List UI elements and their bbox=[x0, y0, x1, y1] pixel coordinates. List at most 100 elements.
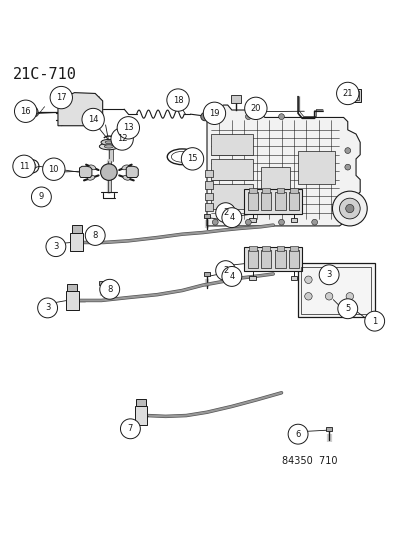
Bar bbox=[204, 181, 213, 189]
Bar bbox=[203, 272, 210, 277]
Text: 1: 1 bbox=[371, 317, 376, 326]
Text: 2: 2 bbox=[223, 266, 228, 275]
Circle shape bbox=[339, 198, 359, 219]
Bar bbox=[297, 151, 335, 184]
Bar bbox=[248, 188, 256, 193]
Text: 19: 19 bbox=[209, 109, 219, 118]
Text: 11: 11 bbox=[19, 162, 29, 171]
Bar bbox=[290, 246, 297, 251]
Bar bbox=[297, 263, 374, 317]
Text: 3: 3 bbox=[53, 242, 58, 251]
Circle shape bbox=[212, 219, 218, 225]
Bar bbox=[247, 192, 257, 210]
Text: 20: 20 bbox=[250, 104, 261, 113]
Bar bbox=[70, 232, 83, 251]
Bar bbox=[290, 188, 297, 193]
Bar bbox=[204, 193, 213, 200]
Bar bbox=[353, 91, 358, 100]
Bar bbox=[260, 167, 289, 208]
Text: 15: 15 bbox=[187, 155, 197, 163]
Circle shape bbox=[100, 164, 117, 180]
Circle shape bbox=[215, 261, 235, 280]
Circle shape bbox=[85, 225, 105, 245]
Bar bbox=[288, 250, 299, 268]
Bar bbox=[99, 281, 106, 285]
Bar bbox=[288, 192, 299, 210]
Text: 8: 8 bbox=[93, 231, 97, 240]
Circle shape bbox=[117, 117, 139, 139]
Circle shape bbox=[364, 311, 384, 331]
Text: 10: 10 bbox=[48, 165, 59, 174]
Circle shape bbox=[245, 219, 251, 225]
Bar bbox=[261, 188, 269, 193]
Bar bbox=[249, 217, 255, 222]
Bar bbox=[248, 246, 256, 251]
Bar bbox=[230, 95, 240, 103]
Text: 6: 6 bbox=[295, 430, 300, 439]
Text: 4: 4 bbox=[229, 272, 234, 281]
Text: 5: 5 bbox=[344, 304, 349, 313]
Text: 84350  710: 84350 710 bbox=[281, 456, 336, 466]
Bar bbox=[325, 427, 332, 431]
Circle shape bbox=[212, 114, 218, 119]
Circle shape bbox=[332, 191, 366, 226]
Circle shape bbox=[336, 82, 358, 104]
Circle shape bbox=[203, 102, 225, 125]
Bar bbox=[211, 134, 252, 155]
Text: 16: 16 bbox=[20, 107, 31, 116]
Bar bbox=[67, 284, 77, 292]
Circle shape bbox=[304, 293, 311, 300]
Text: 14: 14 bbox=[88, 115, 98, 124]
Circle shape bbox=[325, 293, 332, 300]
Text: 8: 8 bbox=[107, 285, 112, 294]
Circle shape bbox=[38, 298, 57, 318]
Circle shape bbox=[215, 203, 235, 223]
Bar bbox=[249, 276, 255, 280]
Polygon shape bbox=[206, 105, 359, 226]
Text: 2: 2 bbox=[223, 208, 228, 217]
Ellipse shape bbox=[99, 143, 118, 150]
Circle shape bbox=[287, 424, 307, 444]
Text: 13: 13 bbox=[123, 123, 133, 132]
Circle shape bbox=[13, 155, 35, 177]
Ellipse shape bbox=[101, 140, 116, 145]
Circle shape bbox=[82, 108, 104, 131]
Ellipse shape bbox=[104, 145, 113, 148]
Circle shape bbox=[244, 97, 266, 119]
Bar bbox=[276, 188, 284, 193]
Polygon shape bbox=[79, 166, 92, 177]
Ellipse shape bbox=[89, 165, 95, 169]
Circle shape bbox=[43, 158, 65, 180]
Circle shape bbox=[221, 208, 241, 228]
Circle shape bbox=[278, 219, 284, 225]
Bar bbox=[275, 192, 285, 210]
Polygon shape bbox=[126, 166, 138, 177]
Text: 21C-710: 21C-710 bbox=[12, 67, 76, 82]
Circle shape bbox=[200, 112, 209, 121]
Circle shape bbox=[14, 100, 37, 123]
Bar bbox=[260, 250, 271, 268]
Circle shape bbox=[325, 276, 332, 284]
Circle shape bbox=[31, 187, 51, 207]
Circle shape bbox=[245, 114, 251, 119]
Circle shape bbox=[50, 86, 72, 109]
Circle shape bbox=[120, 419, 140, 439]
Bar bbox=[204, 203, 213, 211]
Bar bbox=[260, 192, 271, 210]
Bar bbox=[290, 276, 297, 280]
Text: 4: 4 bbox=[229, 213, 234, 222]
Text: 9: 9 bbox=[39, 192, 44, 201]
Bar bbox=[211, 159, 252, 180]
Bar bbox=[203, 214, 210, 217]
Bar bbox=[88, 229, 94, 232]
Text: 3: 3 bbox=[45, 303, 50, 312]
Bar bbox=[275, 250, 285, 268]
Bar bbox=[351, 90, 360, 102]
Circle shape bbox=[28, 107, 38, 117]
Circle shape bbox=[311, 219, 317, 225]
Circle shape bbox=[345, 204, 353, 213]
Circle shape bbox=[318, 265, 338, 285]
Circle shape bbox=[181, 148, 203, 170]
Circle shape bbox=[344, 164, 350, 170]
Circle shape bbox=[278, 114, 284, 119]
